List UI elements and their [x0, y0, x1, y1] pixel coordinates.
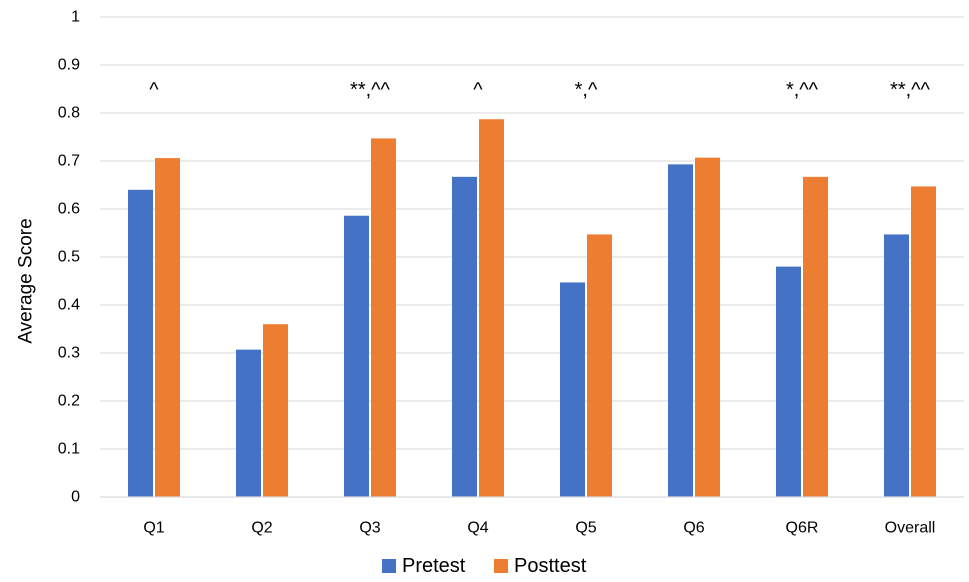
y-tick-label: 0.4	[58, 297, 80, 314]
bar-pretest-q6	[668, 164, 693, 498]
legend: Pretest Posttest	[382, 555, 587, 577]
bar-posttest-q3	[371, 138, 396, 497]
legend-swatch-posttest	[494, 559, 508, 573]
significance-annotation: *,^^	[786, 79, 819, 101]
significance-annotation: **,^^	[890, 79, 931, 101]
bar-pretest-q5	[560, 282, 585, 497]
y-tick-label: 0.1	[58, 441, 80, 458]
bar-posttest-q4	[479, 119, 504, 498]
bar-pretest-q4	[452, 176, 477, 497]
bar-posttest-q6	[695, 157, 720, 497]
x-axis-ticks: Q1 Q2 Q3 Q4 Q5 Q6 Q6R Overall	[143, 520, 935, 537]
x-tick-label: Q5	[575, 520, 596, 537]
y-axis-title: Average Score	[16, 218, 37, 343]
bar-pretest-q1	[128, 189, 153, 498]
bar-pretest-q6r	[776, 266, 801, 497]
y-tick-label: 0.8	[58, 105, 80, 122]
bar-pretest-overall	[884, 234, 909, 497]
y-tick-label: 0.6	[58, 201, 80, 218]
legend-label-posttest: Posttest	[514, 555, 587, 577]
bar-posttest-overall	[911, 186, 936, 497]
y-tick-label: 0.2	[58, 393, 80, 410]
significance-annotation: ^	[149, 79, 159, 101]
bar-posttest-q1	[155, 158, 180, 497]
x-tick-label: Q6R	[786, 520, 819, 537]
gridlines	[100, 16, 964, 450]
significance-annotation: **,^^	[350, 79, 391, 101]
x-tick-label: Q6	[683, 520, 704, 537]
x-tick-label: Q1	[143, 520, 164, 537]
y-tick-label: 0.9	[58, 57, 80, 74]
significance-annotation: ^	[473, 79, 483, 101]
y-axis-ticks: 0 0.1 0.2 0.3 0.4 0.5 0.6 0.7 0.8 0.9 1	[58, 9, 80, 506]
y-tick-label: 0.5	[58, 249, 80, 266]
bars	[128, 119, 936, 498]
y-tick-label: 0	[71, 489, 80, 506]
y-tick-label: 0.3	[58, 345, 80, 362]
significance-annotation: *,^	[575, 79, 598, 101]
legend-label-pretest: Pretest	[402, 555, 466, 577]
bar-posttest-q6r	[803, 176, 828, 497]
significance-annotations: ^ **,^^ ^ *,^ *,^^ **,^^	[149, 79, 930, 101]
x-tick-label: Q3	[359, 520, 380, 537]
bar-posttest-q2	[263, 324, 288, 497]
x-tick-label: Q4	[467, 520, 488, 537]
bar-posttest-q5	[587, 234, 612, 497]
y-tick-label: 1	[71, 9, 80, 26]
legend-swatch-pretest	[382, 559, 396, 573]
x-tick-label: Overall	[885, 520, 936, 537]
y-tick-label: 0.7	[58, 153, 80, 170]
bar-pretest-q3	[344, 215, 369, 497]
x-tick-label: Q2	[251, 520, 272, 537]
bar-pretest-q2	[236, 349, 261, 497]
